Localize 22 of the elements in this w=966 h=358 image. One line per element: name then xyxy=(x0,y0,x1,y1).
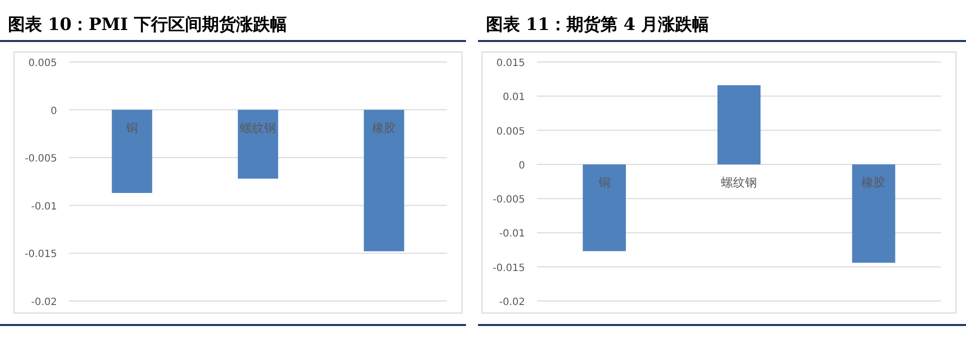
y-tick-label: -0.015 xyxy=(492,262,525,274)
y-tick-label: 0.005 xyxy=(496,126,525,138)
x-tick-label: 铜 xyxy=(125,120,138,135)
chart-title: 图表 10：PMI 下行区间期货涨跌幅 xyxy=(8,15,288,35)
y-tick-label: 0 xyxy=(518,160,525,172)
y-tick-label: 0.01 xyxy=(502,92,525,104)
y-tick-label: -0.005 xyxy=(492,194,525,206)
y-tick-label: 0.015 xyxy=(496,58,525,69)
chart-title: 图表 11：期货第 4 月涨跌幅 xyxy=(486,15,710,35)
y-tick-label: -0.015 xyxy=(24,249,57,260)
y-tick-label: -0.005 xyxy=(24,154,57,165)
x-tick-label: 螺纹钢 xyxy=(240,120,276,135)
y-tick-label: -0.01 xyxy=(499,228,525,240)
y-tick-label: -0.02 xyxy=(31,297,57,308)
x-tick-label: 螺纹钢 xyxy=(721,175,757,190)
x-tick-label: 橡胶 xyxy=(372,120,396,135)
x-tick-label: 铜 xyxy=(597,175,610,190)
y-tick-label: 0 xyxy=(50,106,57,117)
y-tick-label: -0.01 xyxy=(31,201,57,212)
y-tick-label: -0.02 xyxy=(499,297,525,308)
y-tick-label: 0.005 xyxy=(28,58,57,69)
x-tick-label: 橡胶 xyxy=(862,175,886,190)
